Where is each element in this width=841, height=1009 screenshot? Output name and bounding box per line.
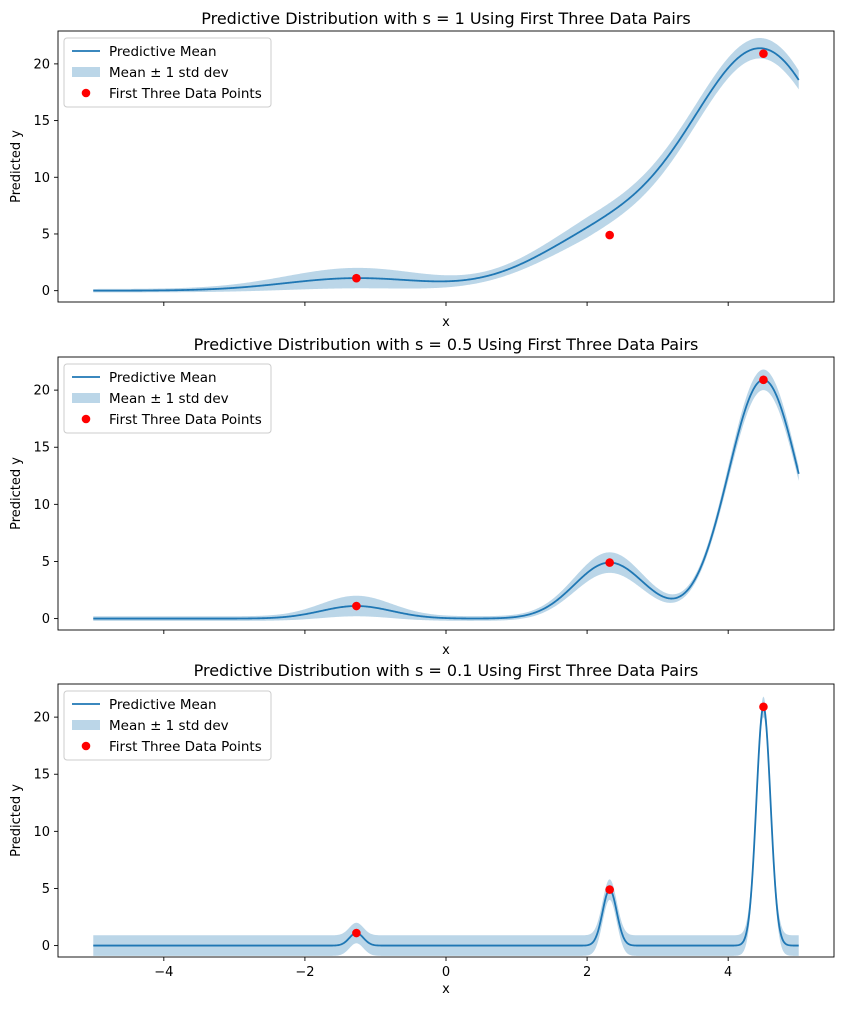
chart-panel-2: 0 5 10 15 20 x Predicted y Predictive Distribut… (9, 335, 835, 658)
data-point-3 (759, 375, 768, 385)
x-tick-label: 0 (442, 965, 450, 980)
legend-band-swatch (72, 67, 100, 77)
data-point-2 (605, 230, 614, 240)
legend-band-swatch (72, 393, 100, 403)
data-point-1 (352, 273, 361, 283)
mean-line (93, 378, 800, 620)
legend-label: Mean ± 1 std dev (109, 391, 229, 407)
legend-box (63, 690, 272, 761)
chart-panel-3: −4 −2 0 2 4 0 5 10 15 20 x Predicted y Predictive Di… (9, 661, 835, 997)
legend-label: Predictive Mean (109, 44, 217, 60)
legend-label: First Three Data Points (109, 412, 262, 428)
std-band (93, 369, 799, 621)
y-tick-label: 15 (33, 114, 50, 129)
y-axis-label: Predicted y (9, 457, 24, 530)
legend: Predictive Mean Mean ± 1 std dev First Thr… (63, 37, 272, 108)
data-point-2 (605, 558, 614, 567)
legend-label: Predictive Mean (109, 697, 217, 713)
legend-points-swatch (81, 741, 91, 751)
x-tick-label: 4 (724, 965, 732, 980)
y-tick-label: 5 (42, 227, 50, 242)
data-point-1 (352, 601, 361, 611)
chart-title: Predictive Distribution with s = 0.1 Usi… (194, 661, 699, 680)
std-band (93, 38, 799, 293)
y-tick-label: 0 (42, 939, 50, 954)
chart-title: Predictive Distribution with s = 0.5 Usi… (194, 335, 699, 354)
legend-label: Predictive Mean (109, 370, 217, 386)
y-tick-label: 10 (33, 498, 50, 513)
data-point-1 (352, 928, 361, 938)
legend-points-swatch (81, 414, 91, 424)
y-tick-label: 20 (33, 384, 50, 399)
legend-points-swatch (81, 88, 91, 98)
mean-line (93, 47, 800, 292)
y-tick-label: 5 (42, 882, 50, 897)
x-axis-label: x (442, 643, 450, 658)
y-axis-label: Predicted y (9, 130, 24, 203)
y-tick-label: 10 (33, 825, 50, 840)
mean-line (93, 704, 799, 947)
data-point-2 (605, 885, 614, 894)
y-tick-label: 15 (33, 768, 50, 783)
y-tick-label: 15 (33, 441, 50, 456)
y-tick-label: 0 (42, 612, 50, 627)
legend-box (63, 363, 272, 434)
y-axis-label: Predicted y (9, 784, 24, 857)
x-tick-label: −2 (295, 965, 314, 980)
x-axis-label: x (442, 315, 450, 330)
legend-label: First Three Data Points (109, 86, 262, 102)
x-axis-label: x (442, 982, 450, 997)
legend-label: Mean ± 1 std dev (109, 65, 229, 81)
chart-panel-1: 0 5 10 15 20 x Predicted y Predictive Distribut… (9, 9, 835, 330)
y-tick-label: 20 (33, 57, 50, 72)
chart-title: Predictive Distribution with s = 1 Using… (201, 9, 691, 28)
y-tick-label: 20 (33, 711, 50, 726)
data-point-3 (759, 49, 768, 58)
legend-label: Mean ± 1 std dev (109, 718, 229, 734)
legend-box (63, 37, 272, 108)
y-tick-label: 0 (42, 284, 50, 299)
legend-label: First Three Data Points (109, 739, 262, 755)
y-tick-label: 5 (42, 555, 50, 570)
legend-band-swatch (72, 720, 100, 730)
x-tick-label: −4 (154, 965, 173, 980)
y-tick-label: 10 (33, 171, 50, 186)
legend: Predictive Mean Mean ± 1 std dev First Thr… (63, 690, 272, 761)
x-tick-label: 2 (583, 965, 591, 980)
legend: Predictive Mean Mean ± 1 std dev First Thr… (63, 363, 272, 434)
data-point-3 (759, 702, 768, 712)
